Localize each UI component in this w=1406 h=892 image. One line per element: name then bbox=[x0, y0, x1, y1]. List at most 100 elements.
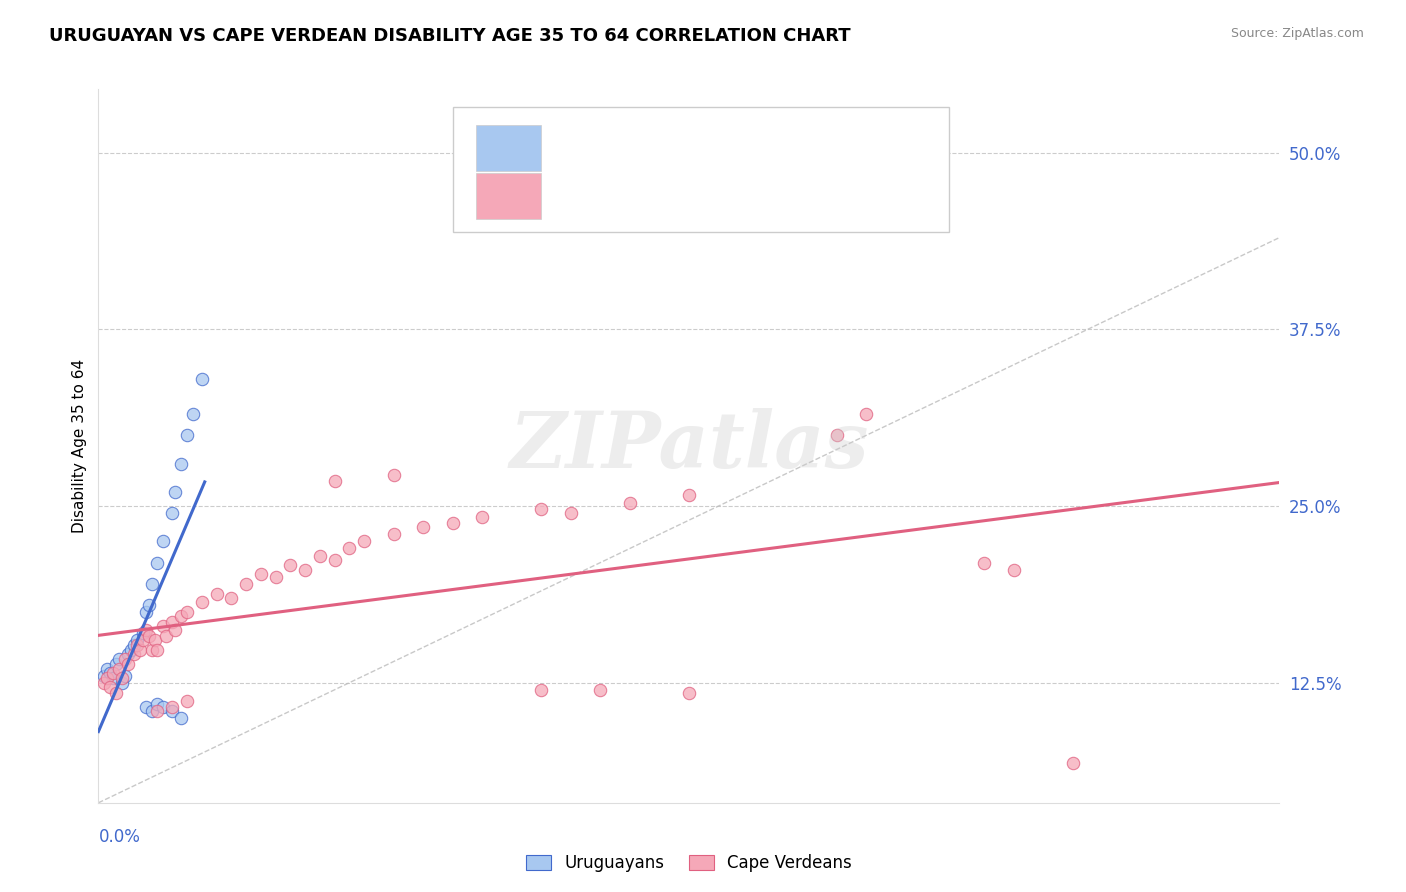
Point bbox=[678, 488, 700, 502]
Point bbox=[337, 541, 360, 556]
Point bbox=[619, 496, 641, 510]
FancyBboxPatch shape bbox=[453, 107, 949, 232]
Legend: Uruguayans, Cape Verdeans: Uruguayans, Cape Verdeans bbox=[517, 846, 860, 880]
Point bbox=[176, 428, 198, 442]
Point bbox=[114, 651, 136, 665]
Point bbox=[382, 527, 405, 541]
Point bbox=[141, 576, 163, 591]
Point bbox=[678, 685, 700, 699]
Point bbox=[138, 598, 160, 612]
Point bbox=[96, 672, 118, 686]
Point bbox=[155, 629, 177, 643]
Point bbox=[117, 648, 139, 662]
Point bbox=[143, 633, 166, 648]
Point bbox=[111, 672, 134, 686]
Point bbox=[1002, 563, 1025, 577]
Point bbox=[264, 570, 287, 584]
Text: Source: ZipAtlas.com: Source: ZipAtlas.com bbox=[1230, 27, 1364, 40]
Text: N = 57: N = 57 bbox=[823, 187, 890, 205]
Point bbox=[855, 407, 877, 421]
Point bbox=[122, 638, 145, 652]
Point bbox=[146, 643, 169, 657]
Point bbox=[120, 643, 142, 657]
Point bbox=[294, 563, 316, 577]
Point bbox=[132, 633, 155, 648]
Point bbox=[530, 501, 553, 516]
Point bbox=[162, 699, 183, 714]
Text: 0.0%: 0.0% bbox=[98, 828, 141, 846]
Point bbox=[103, 665, 125, 680]
Point bbox=[250, 566, 273, 581]
Point bbox=[191, 595, 214, 609]
Point bbox=[309, 549, 332, 563]
Point bbox=[146, 556, 169, 570]
Point bbox=[128, 643, 150, 657]
Point bbox=[152, 699, 174, 714]
Point bbox=[93, 675, 115, 690]
Point bbox=[162, 506, 183, 520]
Point bbox=[93, 668, 115, 682]
Point bbox=[170, 609, 193, 624]
Point bbox=[530, 682, 553, 697]
Point bbox=[323, 553, 346, 567]
Point bbox=[152, 619, 174, 633]
Text: N = 30: N = 30 bbox=[823, 139, 890, 157]
Point bbox=[205, 587, 228, 601]
Point bbox=[412, 520, 434, 534]
Point bbox=[125, 633, 148, 648]
Point bbox=[471, 510, 494, 524]
Point bbox=[146, 697, 169, 711]
Y-axis label: Disability Age 35 to 64: Disability Age 35 to 64 bbox=[72, 359, 87, 533]
Point bbox=[135, 699, 157, 714]
Text: URUGUAYAN VS CAPE VERDEAN DISABILITY AGE 35 TO 64 CORRELATION CHART: URUGUAYAN VS CAPE VERDEAN DISABILITY AGE… bbox=[49, 27, 851, 45]
Point bbox=[170, 457, 193, 471]
Point bbox=[108, 662, 131, 676]
FancyBboxPatch shape bbox=[477, 173, 541, 219]
Point bbox=[122, 648, 145, 662]
Point bbox=[165, 624, 187, 638]
FancyBboxPatch shape bbox=[477, 125, 541, 171]
Point bbox=[98, 680, 121, 694]
Point bbox=[162, 615, 183, 629]
Text: R = 0.338: R = 0.338 bbox=[571, 187, 669, 205]
Point bbox=[278, 558, 302, 573]
Point bbox=[114, 668, 136, 682]
Point bbox=[98, 665, 121, 680]
Point bbox=[135, 605, 157, 619]
Point bbox=[152, 534, 174, 549]
Point bbox=[146, 704, 169, 718]
Point bbox=[191, 372, 214, 386]
Point bbox=[176, 694, 198, 708]
Point bbox=[560, 506, 582, 520]
Point bbox=[96, 662, 118, 676]
Point bbox=[1062, 756, 1084, 771]
Point bbox=[382, 467, 405, 482]
Point bbox=[105, 657, 128, 672]
Point bbox=[589, 682, 612, 697]
Text: R = 0.475: R = 0.475 bbox=[571, 139, 669, 157]
Point bbox=[117, 657, 139, 672]
Point bbox=[111, 675, 134, 690]
Point bbox=[135, 624, 157, 638]
Point bbox=[176, 605, 198, 619]
Point bbox=[170, 711, 193, 725]
Point bbox=[353, 534, 375, 549]
Point bbox=[138, 629, 160, 643]
Point bbox=[825, 428, 848, 442]
Point bbox=[162, 704, 183, 718]
Point bbox=[235, 576, 257, 591]
Point bbox=[441, 516, 464, 530]
Point bbox=[973, 556, 995, 570]
Point bbox=[141, 704, 163, 718]
Point bbox=[165, 484, 187, 499]
Point bbox=[132, 626, 155, 640]
Point bbox=[105, 685, 128, 699]
Point bbox=[125, 638, 148, 652]
Point bbox=[108, 651, 131, 665]
Point bbox=[323, 474, 346, 488]
Text: ZIPatlas: ZIPatlas bbox=[509, 408, 869, 484]
Point bbox=[141, 643, 163, 657]
Point bbox=[181, 407, 204, 421]
Point bbox=[219, 591, 242, 605]
Point bbox=[103, 672, 125, 686]
